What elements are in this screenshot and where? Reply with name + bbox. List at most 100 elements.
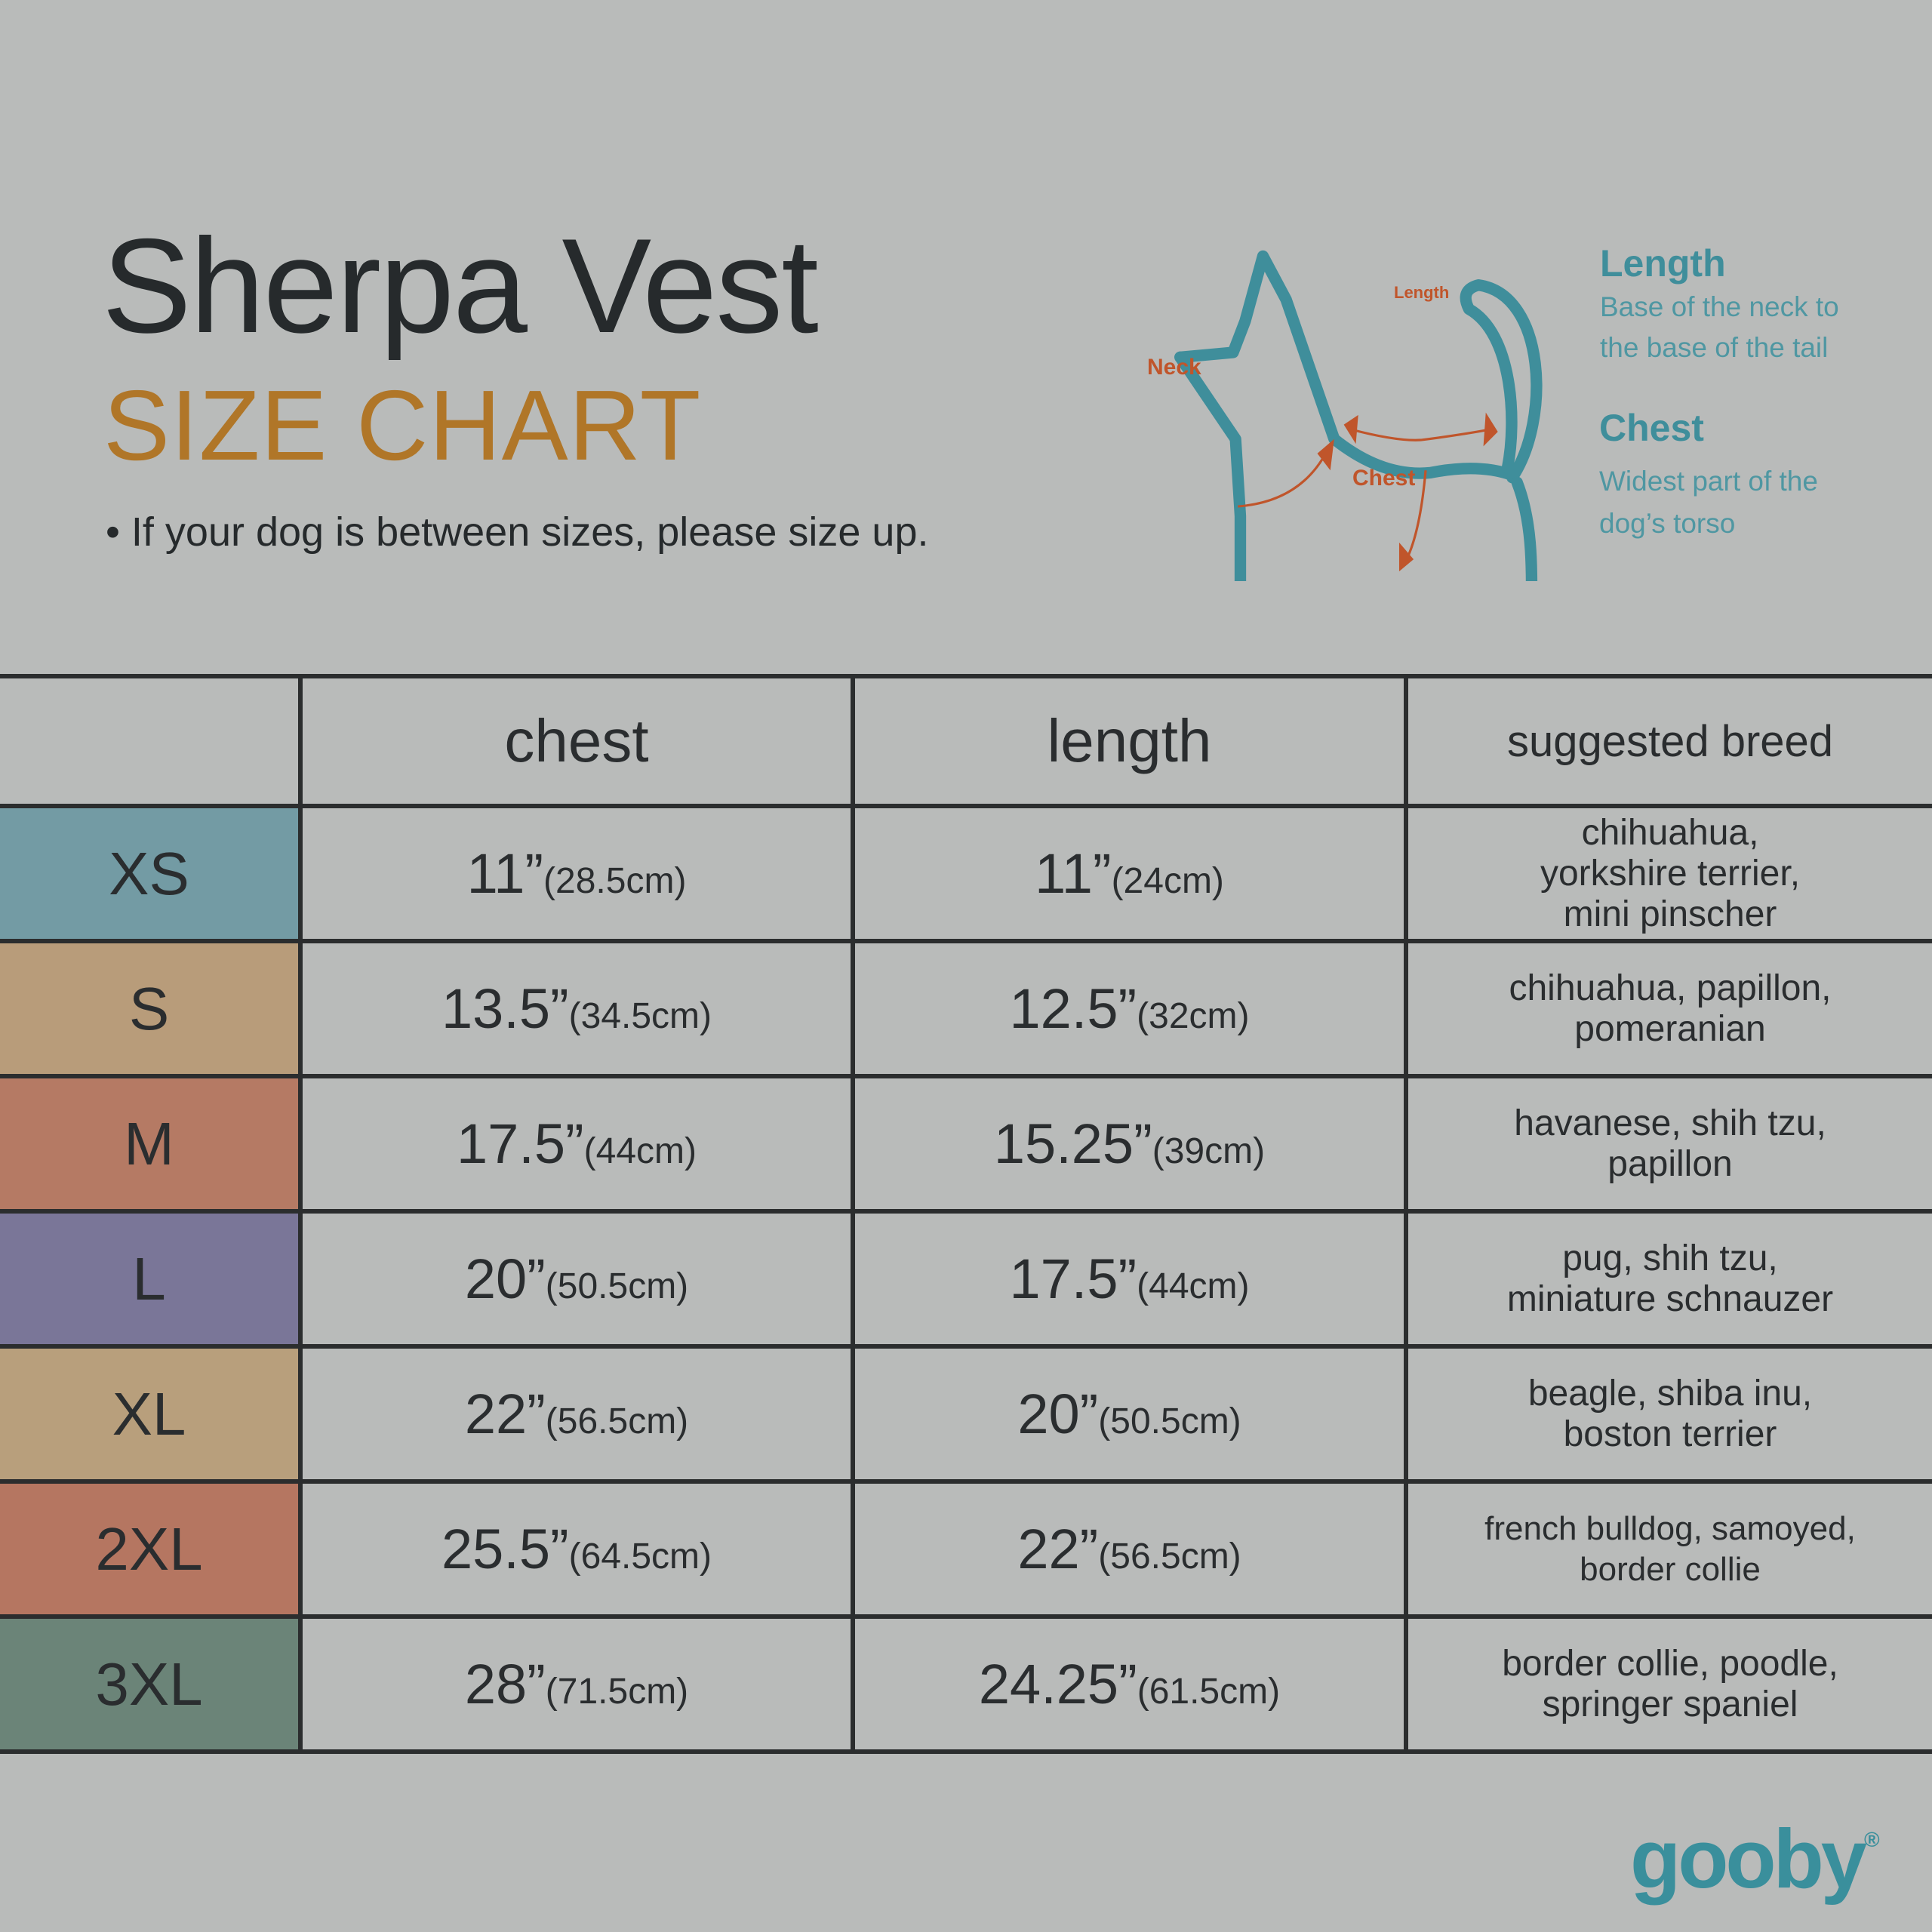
- breed-cell: chihuahua, papillon, pomeranian: [1404, 939, 1932, 1078]
- page-title: Sherpa Vest: [102, 211, 819, 361]
- logo-text: gooby: [1630, 1813, 1867, 1906]
- chest-cell: 11”(28.5cm): [298, 804, 855, 943]
- length-cm: (44cm): [1137, 1266, 1250, 1306]
- chest-inches: 25.5”: [441, 1518, 569, 1580]
- length-label: Length: [1394, 283, 1450, 302]
- chest-cm: (34.5cm): [568, 996, 712, 1036]
- length-cm: (39cm): [1152, 1131, 1266, 1171]
- breed-line: boston terrier: [1563, 1414, 1777, 1454]
- size-cell: 3XL: [0, 1614, 303, 1754]
- breed-line: border collie: [1580, 1550, 1761, 1588]
- length-inches: 22”: [1017, 1518, 1099, 1580]
- breed-line: border collie, poodle,: [1502, 1643, 1838, 1684]
- breed-cell: havanese, shih tzu, papillon: [1404, 1074, 1932, 1214]
- chest-cell: 17.5”(44cm): [298, 1074, 855, 1214]
- breed-line: french bulldog, samoyed,: [1484, 1509, 1856, 1547]
- chest-inches: 28”: [464, 1653, 546, 1715]
- chest-inches: 11”: [466, 842, 544, 905]
- length-cm: (61.5cm): [1137, 1672, 1281, 1712]
- measurement-arrows: [1238, 428, 1491, 555]
- length-cell: 15.25”(39cm): [851, 1074, 1408, 1214]
- chest-cell: 22”(56.5cm): [298, 1344, 855, 1484]
- size-cell: M: [0, 1074, 303, 1214]
- length-cell: 24.25”(61.5cm): [851, 1614, 1408, 1754]
- length-cm: (24cm): [1111, 861, 1224, 901]
- length-inches: 15.25”: [993, 1112, 1152, 1175]
- breed-line: havanese, shih tzu,: [1514, 1103, 1826, 1143]
- arrowhead-icon: [1398, 542, 1414, 572]
- chest-cell: 28”(71.5cm): [298, 1614, 855, 1754]
- chest-cm: (28.5cm): [543, 861, 687, 901]
- length-cell: 12.5”(32cm): [851, 939, 1408, 1078]
- length-cell: 11”(24cm): [851, 804, 1408, 943]
- length-cell: 17.5”(44cm): [851, 1209, 1408, 1349]
- length-inches: 24.25”: [978, 1653, 1137, 1715]
- chest-cm: (56.5cm): [545, 1401, 689, 1441]
- breed-line: chihuahua,: [1581, 812, 1759, 853]
- arrowhead-icon: [1483, 412, 1498, 447]
- gooby-logo: gooby®: [1630, 1811, 1880, 1907]
- size-chart-table: chest length suggested breed XS 11”(28.5c…: [0, 674, 1932, 1754]
- breed-cell: french bulldog, samoyed, border collie: [1404, 1479, 1932, 1619]
- neck-label: Neck: [1147, 355, 1201, 380]
- registered-mark: ®: [1863, 1828, 1880, 1851]
- table-row: XL 22”(56.5cm) 20”(50.5cm) beagle, shiba in…: [0, 1344, 1932, 1484]
- length-cm: (56.5cm): [1098, 1537, 1241, 1577]
- breed-line: chihuahua, papillon,: [1509, 968, 1832, 1008]
- table-row: S 13.5”(34.5cm) 12.5”(32cm) chihuahua, papi…: [0, 939, 1932, 1078]
- breed-line: beagle, shiba inu,: [1527, 1373, 1813, 1414]
- legend-length-text: Base of the neck to the base of the tail: [1600, 287, 1839, 368]
- chest-cm: (44cm): [583, 1131, 697, 1171]
- chest-label: Chest: [1352, 466, 1416, 491]
- legend-line: dog’s torso: [1599, 508, 1736, 539]
- legend-line: Widest part of the: [1599, 466, 1818, 497]
- chest-cm: (71.5cm): [545, 1672, 689, 1712]
- chest-cm: (64.5cm): [568, 1537, 712, 1577]
- table-row: 2XL 25.5”(64.5cm) 22”(56.5cm) french bulldo…: [0, 1479, 1932, 1619]
- breed-cell: beagle, shiba inu, boston terrier: [1404, 1344, 1932, 1484]
- chest-cell: 20”(50.5cm): [298, 1209, 855, 1349]
- column-header-chest: chest: [298, 674, 855, 808]
- length-cm: (32cm): [1137, 996, 1250, 1036]
- breed-line: yorkshire terrier,: [1540, 853, 1801, 894]
- breed-line: pug, shih tzu,: [1562, 1238, 1778, 1278]
- length-inches: 20”: [1017, 1383, 1099, 1445]
- page-subtitle: SIZE CHART: [103, 370, 702, 481]
- legend-line: Base of the neck to: [1600, 291, 1839, 322]
- breed-cell: pug, shih tzu, miniature schnauzer: [1404, 1209, 1932, 1349]
- sizing-note: • If your dog is between sizes, please s…: [106, 509, 929, 555]
- column-header-breed: suggested breed: [1404, 674, 1932, 808]
- size-cell: L: [0, 1209, 303, 1349]
- arrowhead-icon: [1343, 414, 1358, 445]
- chest-inches: 20”: [464, 1247, 546, 1310]
- table-row: XS 11”(28.5cm) 11”(24cm) chihuahua, yorkshir…: [0, 804, 1932, 943]
- breed-line: miniature schnauzer: [1506, 1278, 1834, 1319]
- breed-line: pomeranian: [1574, 1008, 1766, 1049]
- breed-cell: border collie, poodle, springer spaniel: [1404, 1614, 1932, 1754]
- breed-line: mini pinscher: [1563, 894, 1777, 934]
- table-row: L 20”(50.5cm) 17.5”(44cm) pug, shih tzu, min…: [0, 1209, 1932, 1349]
- size-cell: XL: [0, 1344, 303, 1484]
- size-cell: 2XL: [0, 1479, 303, 1619]
- chest-inches: 17.5”: [456, 1112, 584, 1175]
- chest-cm: (50.5cm): [545, 1266, 689, 1306]
- length-cm: (50.5cm): [1098, 1401, 1241, 1441]
- legend-length-heading: Length: [1600, 242, 1726, 285]
- table-row: 3XL 28”(71.5cm) 24.25”(61.5cm) border colli…: [0, 1614, 1932, 1754]
- chest-cell: 25.5”(64.5cm): [298, 1479, 855, 1619]
- size-cell: S: [0, 939, 303, 1078]
- arrowhead-icon: [1317, 438, 1334, 471]
- length-cell: 20”(50.5cm): [851, 1344, 1408, 1484]
- legend-chest-text: Widest part of the dog’s torso: [1599, 460, 1818, 545]
- column-header-length: length: [851, 674, 1408, 808]
- length-inches: 17.5”: [1009, 1247, 1137, 1310]
- breed-line: papillon: [1607, 1143, 1733, 1184]
- table-header-row: chest length suggested breed: [0, 674, 1932, 808]
- breed-line: springer spaniel: [1542, 1684, 1798, 1724]
- chest-cell: 13.5”(34.5cm): [298, 939, 855, 1078]
- column-header-size: [0, 674, 303, 808]
- length-inches: 12.5”: [1009, 977, 1137, 1040]
- length-cell: 22”(56.5cm): [851, 1479, 1408, 1619]
- chest-inches: 22”: [464, 1383, 546, 1445]
- dog-outline-icon: [1174, 250, 1543, 581]
